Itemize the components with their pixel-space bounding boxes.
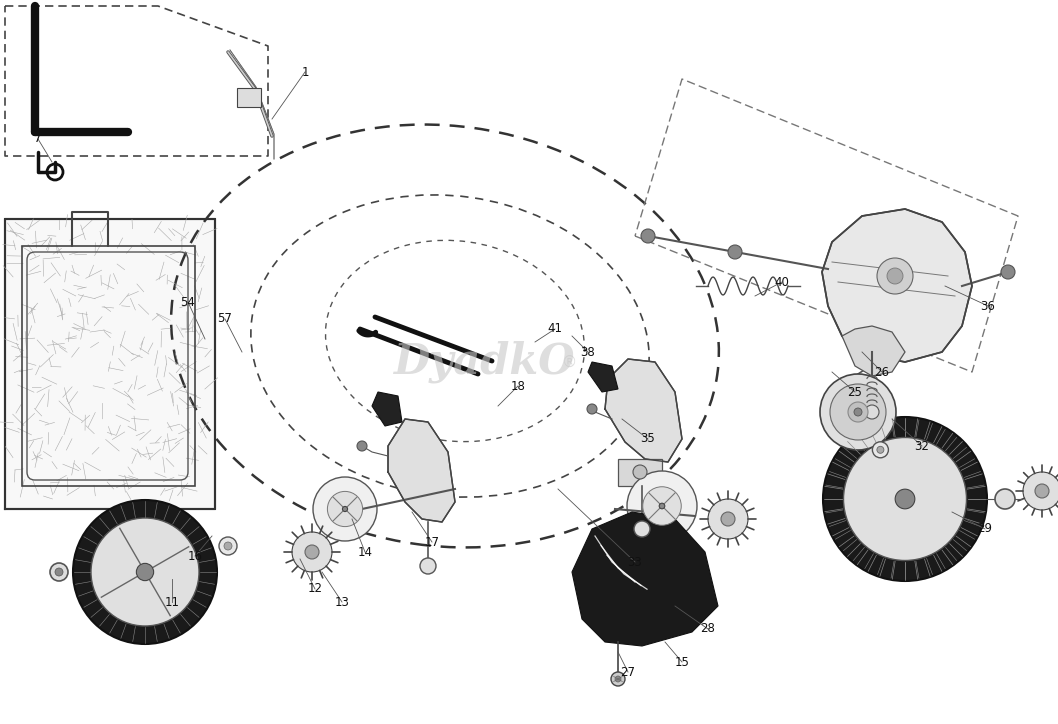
Circle shape [55, 568, 63, 576]
Circle shape [420, 558, 436, 574]
Circle shape [659, 503, 664, 509]
Text: 12: 12 [308, 583, 323, 596]
Circle shape [865, 405, 879, 419]
Text: 7: 7 [34, 132, 41, 146]
Text: 35: 35 [641, 432, 655, 445]
Text: 40: 40 [774, 276, 789, 288]
Circle shape [305, 545, 320, 559]
Circle shape [73, 500, 217, 644]
Text: 28: 28 [700, 623, 715, 636]
Polygon shape [605, 359, 682, 462]
Circle shape [313, 477, 377, 541]
Text: 15: 15 [675, 655, 690, 668]
Polygon shape [842, 326, 905, 376]
Circle shape [641, 229, 655, 243]
Circle shape [219, 537, 237, 555]
Circle shape [1023, 472, 1058, 510]
Text: 57: 57 [218, 313, 233, 326]
Text: ®: ® [562, 355, 578, 369]
Text: 1: 1 [302, 65, 309, 78]
Text: 27: 27 [620, 665, 636, 678]
Circle shape [887, 268, 902, 284]
Circle shape [224, 542, 232, 550]
Circle shape [136, 563, 153, 581]
Circle shape [634, 521, 650, 537]
Text: 18: 18 [511, 379, 526, 392]
Text: 54: 54 [181, 295, 196, 308]
Text: 17: 17 [424, 536, 439, 549]
Circle shape [720, 512, 735, 526]
Circle shape [995, 489, 1015, 509]
Circle shape [612, 672, 625, 686]
Text: 41: 41 [547, 322, 563, 335]
Circle shape [829, 384, 886, 440]
Text: 33: 33 [627, 555, 642, 568]
Text: 11: 11 [164, 596, 180, 608]
Text: 14: 14 [358, 545, 372, 558]
Text: 29: 29 [978, 523, 992, 536]
Text: 38: 38 [581, 345, 596, 358]
Circle shape [615, 676, 621, 682]
Circle shape [327, 492, 363, 526]
Circle shape [854, 408, 862, 416]
Circle shape [877, 446, 883, 453]
Circle shape [627, 471, 697, 541]
Circle shape [1035, 484, 1048, 498]
Circle shape [877, 258, 913, 294]
Text: 36: 36 [981, 300, 996, 313]
Polygon shape [5, 219, 215, 509]
Circle shape [633, 465, 647, 479]
Circle shape [849, 402, 868, 422]
Polygon shape [618, 459, 662, 486]
Circle shape [343, 507, 348, 512]
Polygon shape [388, 419, 455, 522]
Circle shape [843, 437, 967, 560]
Text: 16: 16 [187, 550, 202, 563]
Polygon shape [572, 512, 718, 646]
Circle shape [50, 563, 68, 581]
Circle shape [91, 518, 199, 626]
Circle shape [708, 499, 748, 539]
Circle shape [587, 404, 597, 414]
Circle shape [873, 442, 889, 458]
Circle shape [1001, 265, 1015, 279]
Circle shape [895, 489, 915, 509]
Circle shape [357, 441, 367, 451]
Text: 32: 32 [914, 439, 929, 452]
FancyBboxPatch shape [237, 88, 261, 107]
Circle shape [823, 417, 987, 581]
Polygon shape [588, 362, 618, 392]
Text: 25: 25 [847, 385, 862, 398]
Text: 26: 26 [875, 366, 890, 379]
Circle shape [292, 532, 332, 572]
Circle shape [820, 374, 896, 450]
Polygon shape [372, 392, 402, 426]
Circle shape [728, 245, 742, 259]
Text: DyadkO: DyadkO [395, 341, 576, 383]
Circle shape [643, 487, 681, 525]
Polygon shape [822, 209, 972, 362]
Text: 13: 13 [334, 596, 349, 608]
